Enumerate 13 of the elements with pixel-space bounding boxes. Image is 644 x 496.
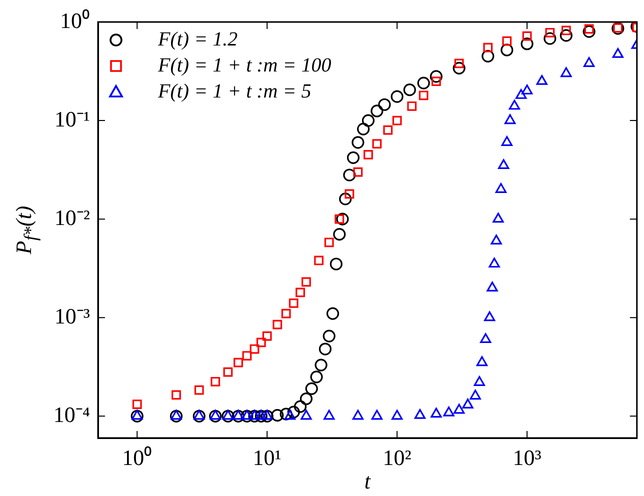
- x-tick-label: 10²: [382, 444, 412, 470]
- y-tick-label: 10⁻²: [54, 204, 90, 230]
- legend-label: F(t) = 1 + t :m = 100: [157, 54, 332, 76]
- x-tick-label: 10³: [512, 444, 542, 470]
- y-tick-label: 10⁻¹: [54, 106, 90, 132]
- x-tick-label: 10⁰: [122, 444, 152, 470]
- legend-label: F(t) = 1.2: [157, 28, 238, 50]
- y-tick-label: 10⁰: [60, 8, 90, 33]
- y-tick-label: 10⁻⁴: [53, 402, 90, 427]
- x-tick-label: 10¹: [252, 444, 282, 470]
- x-axis-title: t: [364, 468, 372, 494]
- legend-label: F(t) = 1 + t :m = 5: [157, 80, 312, 102]
- y-tick-label: 10⁻³: [54, 303, 90, 328]
